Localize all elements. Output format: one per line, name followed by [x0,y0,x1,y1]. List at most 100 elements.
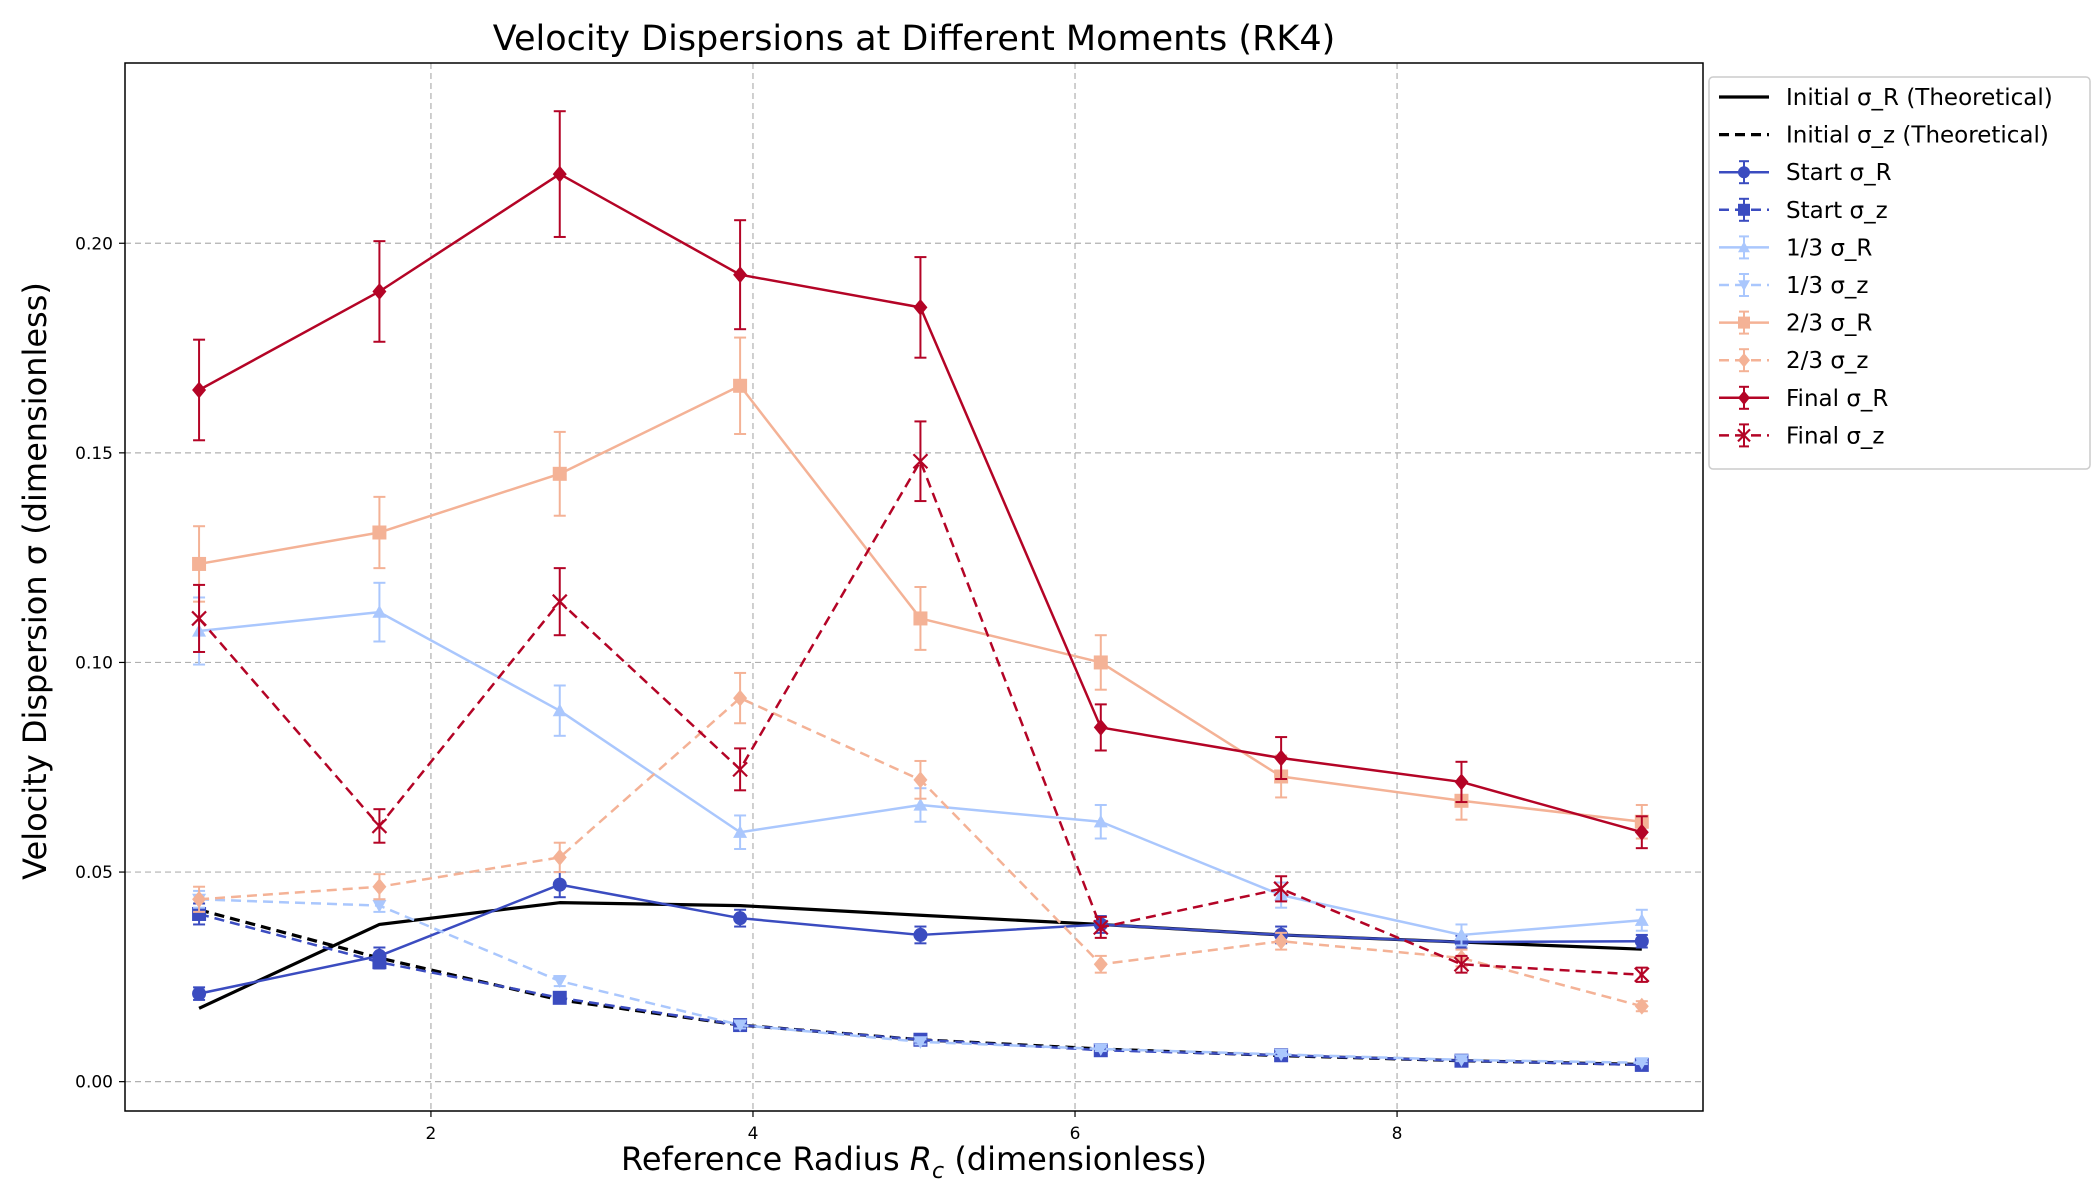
x-marker-stroke [1273,881,1289,897]
legend-marker [1738,316,1750,329]
x-marker-stroke [912,453,929,470]
legend-entry: 2/3 σ_z [1719,348,1868,374]
legend-label: 1/3 σ_R [1786,235,1872,261]
legend-label: Start σ_z [1786,198,1888,224]
data-point [733,378,748,393]
data-point [192,986,207,1001]
data-point [552,990,567,1005]
axes: 2 4 6 8 0.00 0.05 0.10 0.15 0.20 [75,234,1402,1144]
data-point [733,1019,748,1033]
legend: Initial σ_R (Theoretical) Initial σ_z (Th… [1708,76,2091,470]
legend-marker [1738,353,1750,368]
legend-label: 2/3 σ_z [1786,348,1868,374]
data-point [1093,919,1109,936]
data-point [1453,956,1470,973]
data-point [1274,749,1289,767]
data-point [1454,773,1469,791]
data-point [552,466,567,481]
legend-marker [1738,241,1750,253]
data-point [913,1036,928,1049]
legend-label: 2/3 σ_R [1786,311,1872,337]
data-point [1634,823,1649,841]
legend-entry: 1/3 σ_z [1719,273,1868,299]
data-point [1634,1057,1649,1070]
data-point [913,611,928,626]
legend-marker [1738,280,1750,291]
data-point [372,899,387,913]
legend-label: 1/3 σ_z [1786,273,1868,299]
legend-entry: Final σ_R [1719,385,1888,412]
chart-title: Velocity Dispersions at Different Moment… [493,19,1336,59]
x-marker-stroke [1634,966,1650,983]
legend-label: Initial σ_z (Theoretical) [1786,123,2049,149]
data-point [913,771,928,789]
data-point [192,906,207,921]
legend-entry: Initial σ_z (Theoretical) [1719,123,2049,149]
series-line [198,912,1642,1067]
data-point [372,955,387,970]
data-point [1454,927,1469,941]
plot-frame [124,62,1704,1112]
data-point [1273,881,1289,897]
legend-entry: 1/3 σ_R [1719,235,1872,261]
data-point [192,381,207,399]
data-point [372,605,387,618]
legend-marker [1737,428,1751,443]
data-point [1454,1054,1469,1067]
x-marker-stroke [732,761,748,778]
y-tick-label: 0.15 [75,444,113,464]
data-point [371,818,388,834]
data-point [552,703,567,717]
data-point [1093,1043,1108,1056]
data-point [192,890,207,908]
data-point [732,761,748,778]
x-marker-stroke [551,593,568,610]
data-point [191,610,207,627]
data-point [1093,719,1108,736]
x-marker-stroke [1453,956,1470,973]
data-point [372,525,387,540]
data-point [913,797,928,811]
y-tick-label: 0.20 [75,234,113,254]
legend-label: Final σ_z [1786,423,1884,449]
legend-marker [1738,203,1750,216]
x-tick-label: 6 [1070,1124,1081,1144]
data-point [912,453,929,470]
data-point [1634,934,1649,949]
legend-marker [1738,166,1750,179]
x-marker-stroke [191,610,207,627]
data-point [1634,913,1649,926]
data-point [372,878,387,896]
legend-entry: Initial σ_R (Theoretical) [1719,85,2053,111]
data-point [733,825,748,838]
x-marker-stroke [371,818,388,834]
legend-label: Final σ_R [1786,386,1888,412]
legend-label: Initial σ_R (Theoretical) [1786,85,2053,111]
legend-entry: Final σ_z [1719,423,1884,449]
plot-area: 2 4 6 8 0.00 0.05 0.10 0.15 0.20 [75,62,1704,1144]
x-tick-label: 4 [748,1124,759,1144]
x-marker-stroke [1737,428,1751,443]
legend-entry: Start σ_z [1719,197,1888,224]
data-point [372,283,387,300]
data-point [1634,966,1650,983]
y-tick-label: 0.10 [75,653,113,673]
legend-box [1708,76,2091,470]
data-point [733,911,748,926]
data-point [913,927,928,942]
series-line [198,459,1642,977]
data-point [1093,655,1108,670]
data-point [552,877,567,892]
legend-entry: 2/3 σ_R [1719,310,1872,337]
data-point [1093,814,1108,828]
y-tick-label: 0.00 [75,1073,113,1093]
data-point [733,266,748,284]
data-point [1634,997,1649,1015]
legend-marker [1738,390,1750,405]
data-point [1274,1048,1289,1062]
x-tick-label: 8 [1392,1124,1403,1144]
series-5 [192,889,1649,1070]
data-point [552,848,567,866]
y-tick-label: 0.05 [75,863,113,883]
